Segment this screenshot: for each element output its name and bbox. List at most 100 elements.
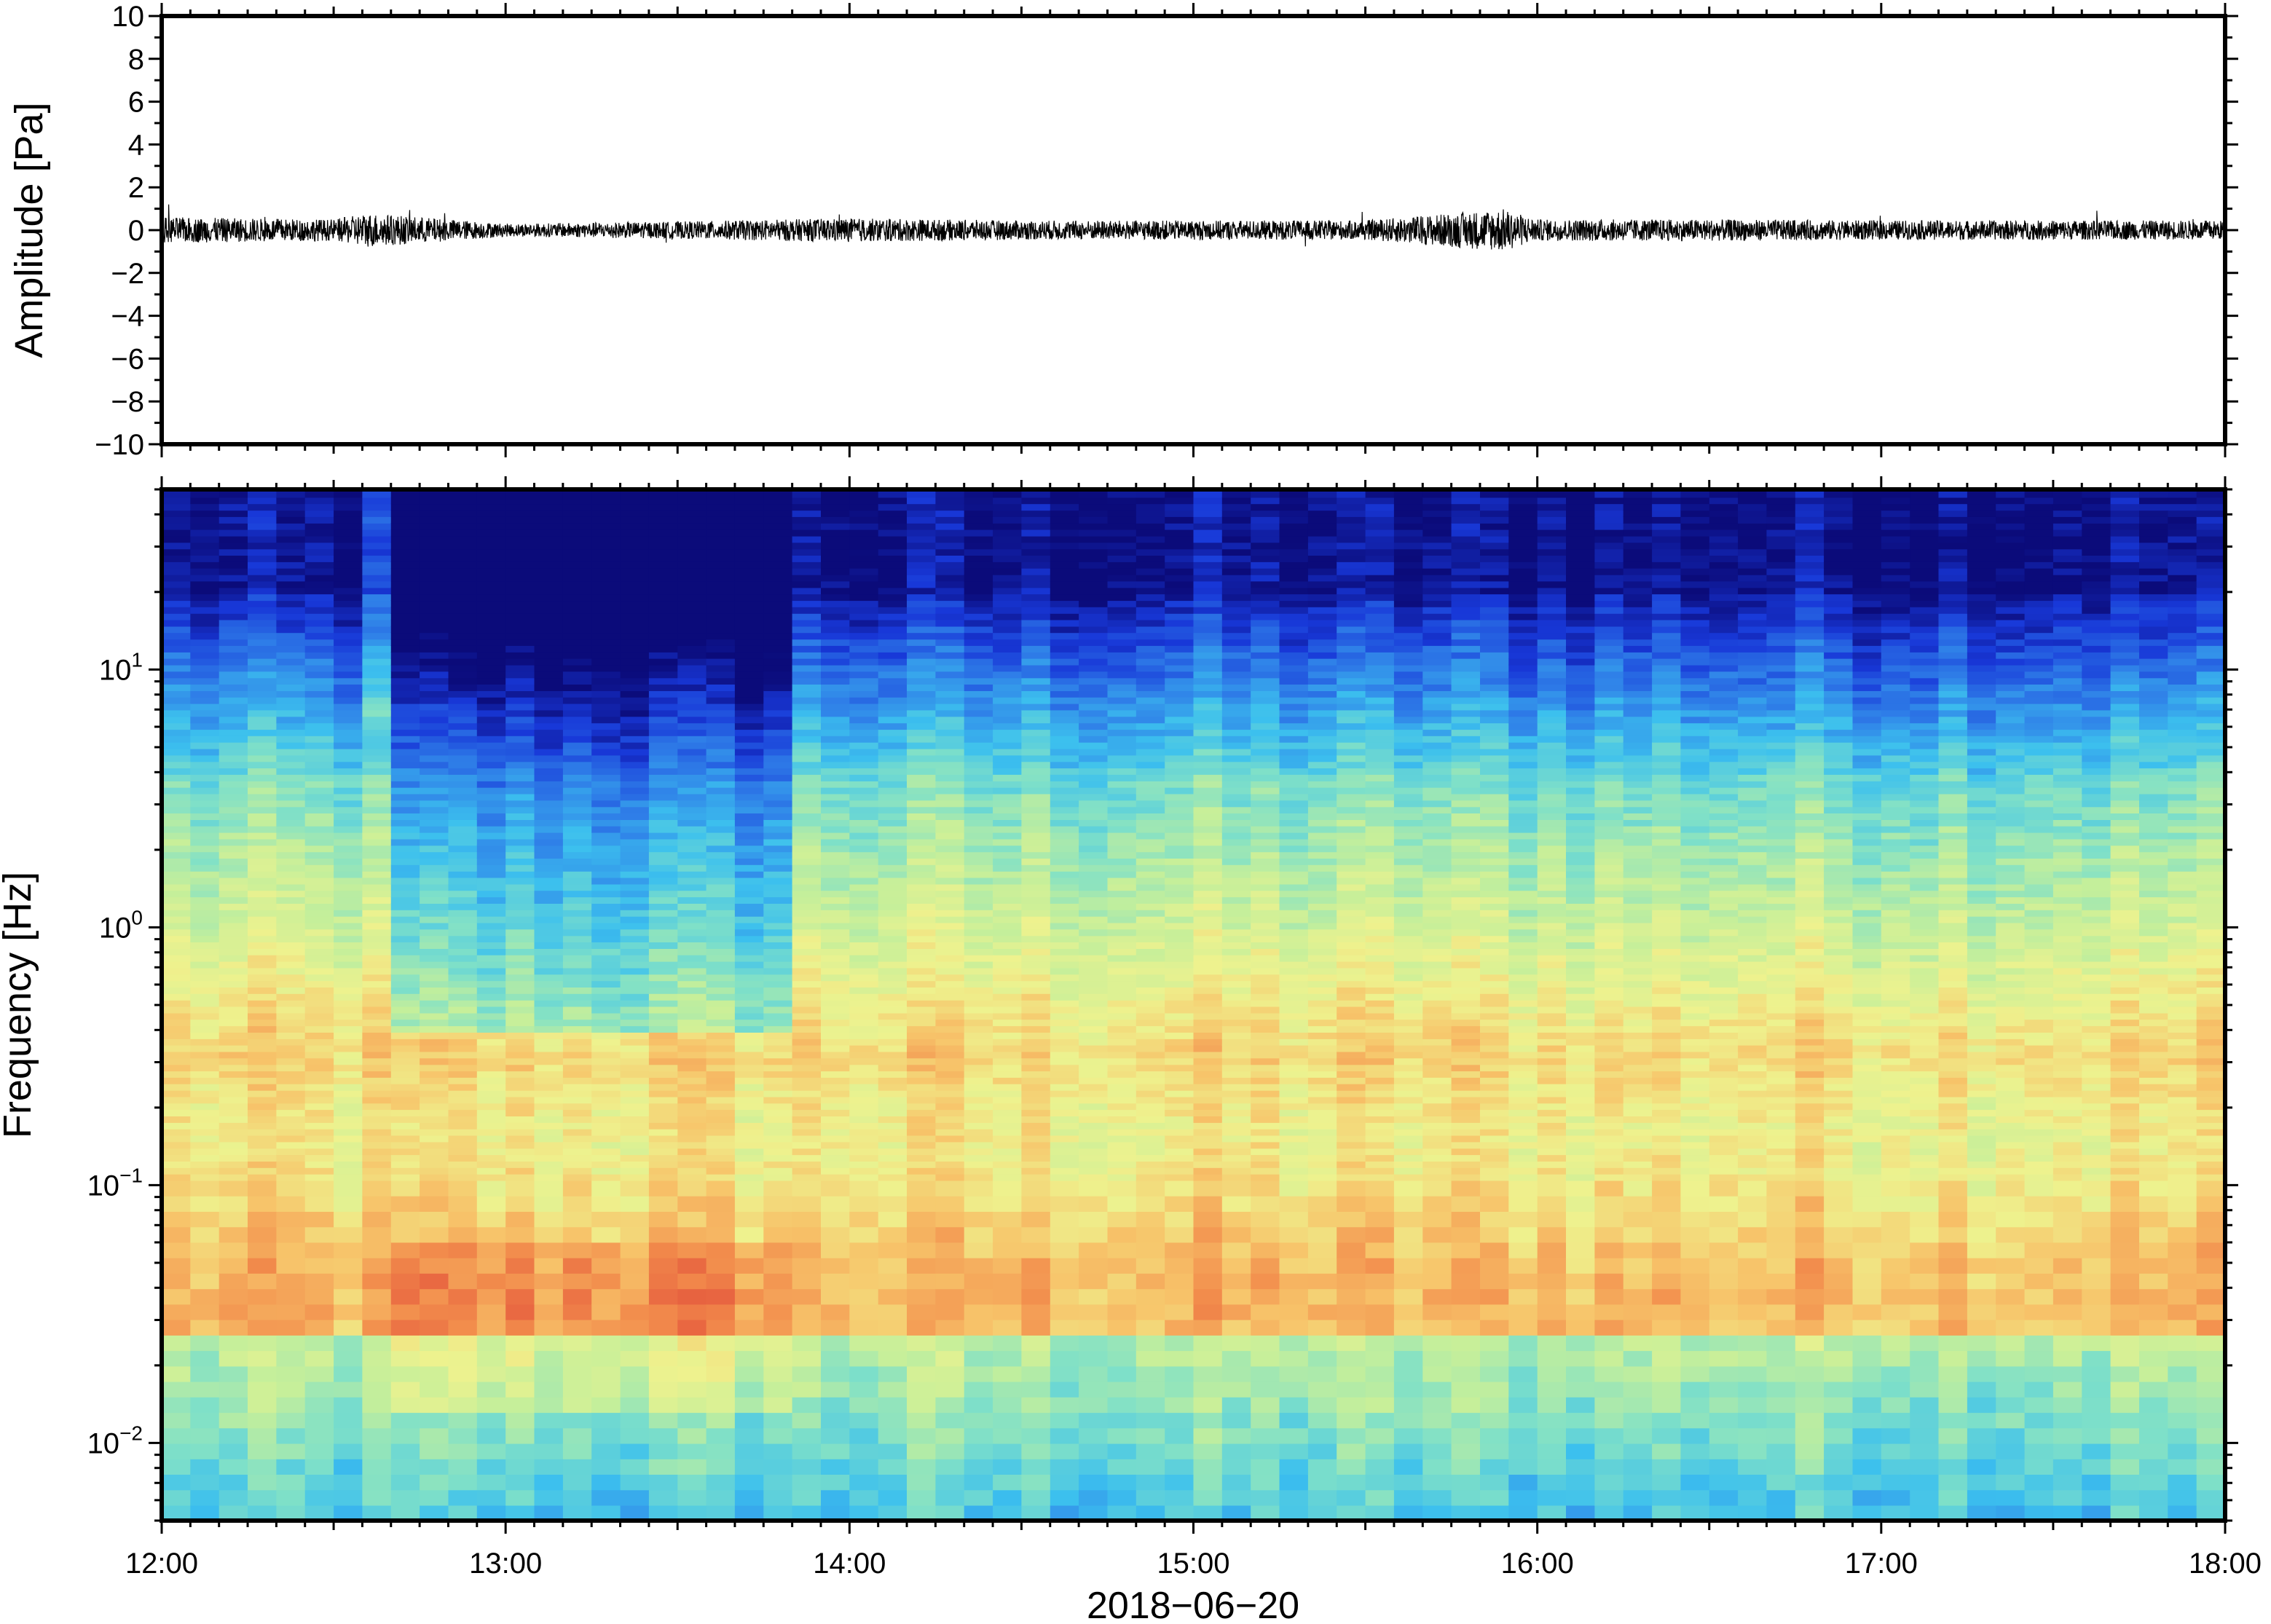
spectrogram-cell [964,1077,993,1084]
spectrogram-cell [162,922,192,930]
spectrogram-cell [706,1057,736,1065]
spectrogram-cell [706,516,736,524]
spectrogram-cell [162,1089,192,1097]
spectrogram-cell [1021,619,1051,627]
spectrogram-cell [420,1089,449,1097]
spectrogram-cell [448,987,478,994]
spectrogram-cell [821,652,851,659]
spectrogram-cell [734,516,764,524]
spectrogram-cell [792,555,822,562]
spectrogram-cell [304,806,334,813]
spectrogram-cell [1136,1051,1165,1059]
spectrogram-cell [1050,787,1079,795]
spectrogram-cell [1193,1103,1223,1111]
spectrogram-cell [1107,768,1137,775]
spectrogram-cell [1050,1505,1079,1521]
spectrogram-cell [276,1180,306,1197]
spectrogram-cell [162,1257,192,1274]
spectrogram-cell [562,813,592,820]
spectrogram-cell [390,929,420,937]
spectrogram-cell [248,1025,278,1033]
spectrogram-cell [964,967,993,975]
spectrogram-cell [935,1412,965,1429]
spectrogram-cell [1193,684,1223,691]
spectrogram-cell [1165,851,1194,859]
spectrogram-cell [476,741,506,749]
spectrogram-cell [476,1226,506,1243]
spectrogram-cell [304,1128,334,1136]
spectrogram-cell [1251,1116,1280,1123]
spectrogram-cell [334,858,363,865]
spectrogram-cell [420,1350,449,1367]
spectrogram-cell [562,826,592,833]
spectrogram-cell [476,587,506,595]
spectrogram-cell [648,896,678,904]
spectrogram-cell [1021,793,1051,801]
spectrogram-cell [505,819,535,827]
spectrogram-cell [763,890,793,898]
spectrogram-cell [763,1135,793,1143]
spectrogram-cell [505,1474,535,1491]
spectrogram-cell [706,929,736,937]
spectrogram-cell [792,1038,822,1046]
spectrogram-cell [1193,722,1223,730]
spectrogram-cell [562,1025,592,1033]
spectrogram-cell [362,510,392,517]
spectrogram-cell [591,787,621,795]
spectrogram-cell [1079,1242,1109,1258]
spectrogram-cell [505,1154,535,1162]
spectrogram-cell [964,1319,993,1336]
spectrogram-cell [362,1167,392,1175]
spectrogram-cell [1021,761,1051,769]
spectrogram-cell [276,1109,306,1116]
spectrogram-cell [1193,1161,1223,1168]
spectrogram-cell [562,1397,592,1414]
spectrogram-cell [1251,1071,1280,1078]
spectrogram-cell [591,1103,621,1111]
spectrogram-cell [505,761,535,769]
spectrogram-cell [162,1096,192,1104]
spectrogram-cell [505,1381,535,1398]
spectrogram-cell [677,1128,707,1136]
spectrogram-cell [1021,826,1051,833]
spectrogram-cell [849,1173,879,1181]
spectrogram-cell [734,781,764,788]
spectrogram-cell [476,1148,506,1156]
spectrogram-cell [1136,877,1165,885]
spectrogram-cell [1021,1135,1051,1143]
spectrogram-cell [448,703,478,711]
spectrogram-cell [390,1051,420,1059]
spectrogram-cell [390,697,420,704]
spectrogram-cell [219,845,248,853]
spectrogram-cell [1165,890,1194,898]
spectrogram-cell [304,1474,334,1491]
spectrogram-cell [534,883,564,891]
spectrogram-cell [362,587,392,595]
spectrogram-cell [620,1365,650,1382]
spectrogram-cell [792,510,822,517]
spectrogram-cell [1193,594,1223,602]
spectrogram-cell [162,490,192,498]
spectrogram-cell [562,516,592,524]
spectrogram-cell [1221,736,1251,743]
spectrogram-cell [620,1489,650,1506]
spectrogram-cell [648,748,678,756]
spectrogram-cell [648,510,678,517]
spectrogram-cell [420,1273,449,1290]
spectrogram-cell [304,1173,334,1181]
spectrogram-cell [476,722,506,730]
spectrogram-cell [334,716,363,724]
spectrogram-cell [1251,1273,1280,1290]
spectrogram-cell [907,1211,937,1228]
spectrogram-cell [420,594,449,602]
spectrogram-cell [1193,1154,1223,1162]
spectrogram-cell [591,542,621,550]
spectrogram-cell [878,736,908,743]
spectrogram-cell [591,516,621,524]
spectrogram-cell [534,1319,564,1336]
spectrogram-cell [591,1459,621,1475]
spectrogram-cell [190,1474,220,1491]
spectrogram-cell [878,1064,908,1072]
spectrogram-cell [276,722,306,730]
spectrogram-cell [219,523,248,530]
